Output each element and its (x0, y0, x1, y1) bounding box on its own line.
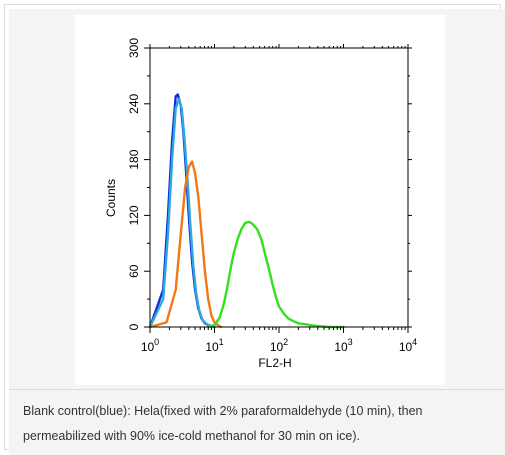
y-tick-label: 0 (127, 323, 141, 330)
x-tick-label: 103 (334, 337, 352, 354)
series-line-4 (206, 220, 345, 329)
y-tick-label: 300 (127, 38, 141, 58)
flow-histogram-chart: 100 101 102 103 104 0 60 120 180 240 300 Counts FL… (104, 38, 417, 370)
x-tick-label: 100 (141, 337, 159, 354)
figure-caption: Blank control(blue): Hela(fixed with 2% … (9, 389, 505, 455)
plot-area: 100 101 102 103 104 0 60 120 180 240 300 Counts FL… (9, 9, 505, 389)
caption-text: Blank control(blue): Hela(fixed with 2% … (23, 404, 423, 443)
y-tick-label: 120 (127, 205, 141, 225)
series-line-2 (148, 97, 216, 329)
y-tick-label: 180 (127, 149, 141, 169)
x-tick-label: 104 (399, 337, 417, 354)
x-axis-title: FL2-H (258, 356, 291, 370)
plot-card: 100 101 102 103 104 0 60 120 180 240 300 Counts FL… (75, 15, 445, 385)
x-tick-label: 102 (270, 337, 288, 354)
series-line-3 (148, 160, 223, 329)
figure-frame: 100 101 102 103 104 0 60 120 180 240 300 Counts FL… (4, 4, 505, 455)
y-tick-label: 60 (127, 264, 141, 278)
y-axis-title: Counts (104, 179, 118, 217)
x-tick-label: 101 (205, 337, 223, 354)
y-tick-label: 240 (127, 93, 141, 113)
